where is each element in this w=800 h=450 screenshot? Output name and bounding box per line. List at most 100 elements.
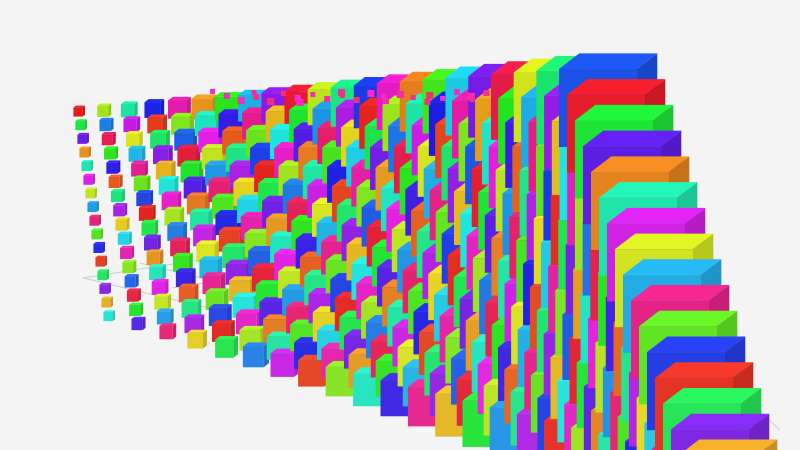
cube-front-face	[187, 332, 203, 349]
cube-top-face	[178, 283, 199, 287]
cube-side-face	[138, 288, 141, 302]
cube-marker-distant	[337, 89, 345, 96]
cube-top-face	[131, 316, 146, 320]
cube-top-face	[175, 268, 196, 272]
cube-side-face	[102, 241, 105, 253]
cube-marker	[141, 219, 159, 236]
cube-marker-distant	[210, 89, 215, 94]
cube-top-face	[126, 288, 141, 291]
cube-marker	[151, 278, 169, 295]
cube-front-face	[147, 117, 163, 134]
cube-front-face	[270, 353, 295, 377]
cube-side-face	[131, 245, 135, 260]
cube-top-face	[590, 156, 690, 172]
cube-top-face	[654, 362, 754, 378]
cube-side-face	[162, 114, 168, 134]
cube-top-face	[110, 188, 125, 192]
cube-side-face	[135, 274, 139, 288]
cube-front-face	[126, 133, 140, 147]
cube-side-face	[165, 278, 169, 295]
cube-front-face	[144, 237, 158, 251]
cube-top-face	[170, 237, 190, 241]
cube-top-face	[191, 94, 218, 99]
cube-marker	[161, 191, 182, 211]
cube-top-face	[222, 243, 249, 248]
cube-top-face	[126, 130, 143, 134]
cube-top-face	[85, 187, 97, 190]
cube-top-face	[177, 144, 201, 149]
cube-top-face	[153, 145, 173, 149]
cube-front-face	[91, 230, 101, 240]
cube-marker	[123, 116, 141, 133]
cube-front-face	[181, 302, 198, 318]
cube-side-face	[100, 228, 103, 240]
cube-marker-distant	[410, 95, 416, 100]
cube-marker	[181, 298, 202, 318]
cube-front-face	[215, 339, 234, 358]
cube-side-face	[180, 206, 185, 226]
cube-marker-distant	[353, 97, 360, 103]
cube-top-face	[144, 234, 161, 238]
cube-top-face	[181, 298, 202, 303]
cube-front-face	[101, 134, 113, 146]
cube-top-face	[93, 241, 105, 244]
cube-top-face	[242, 342, 270, 347]
cube-front-face	[138, 207, 153, 221]
cube-side-face	[104, 255, 107, 267]
cube-marker	[108, 174, 123, 188]
cube-marker	[101, 296, 113, 308]
cube-side-face	[171, 160, 176, 180]
cube-front-face	[117, 233, 129, 245]
cube-marker	[87, 201, 99, 213]
cube-front-face	[122, 262, 134, 274]
cube-side-face	[88, 146, 91, 158]
cube-top-face	[173, 252, 193, 256]
cube-marker-distant	[280, 91, 286, 96]
cube-top-face	[123, 116, 141, 119]
cube-front-face	[73, 107, 83, 117]
cube-marker	[215, 336, 238, 358]
cube-marker	[97, 269, 109, 281]
cube-side-face	[168, 145, 173, 165]
cube-top-face	[99, 117, 114, 120]
cube-top-face	[155, 160, 176, 164]
cube-top-face	[138, 204, 156, 208]
cube-front-face	[93, 243, 103, 253]
cube-top-face	[184, 314, 205, 318]
cube-side-face	[165, 129, 170, 149]
cube-front-face	[146, 251, 160, 266]
cube-side-face	[202, 329, 208, 349]
cube-marker	[113, 203, 128, 217]
cube-top-face	[146, 249, 164, 252]
cube-top-face	[638, 310, 738, 327]
cube-top-face	[614, 233, 714, 250]
cube-front-face	[150, 133, 166, 149]
cube-top-face	[101, 131, 116, 135]
cube-marker	[89, 214, 101, 226]
cube-top-face	[158, 176, 179, 180]
cube-top-face	[75, 119, 87, 122]
cube-top-face	[150, 129, 170, 134]
cube-top-face	[141, 219, 159, 223]
cube-marker	[153, 145, 173, 165]
cube-top-face	[129, 302, 144, 305]
cube-side-face	[139, 130, 143, 147]
cube-front-face	[242, 346, 264, 368]
cube-front-face	[108, 176, 120, 188]
cube-marker	[164, 206, 185, 226]
cube-top-face	[115, 217, 130, 220]
cube-marker-distant	[324, 96, 331, 102]
cube-marker	[97, 103, 112, 117]
cube-side-face	[147, 175, 151, 192]
cube-top-face	[104, 146, 119, 149]
cube-marker-distant	[453, 89, 460, 95]
cube-side-face	[94, 187, 97, 199]
cube-marker	[117, 231, 132, 245]
cube-top-face	[154, 293, 172, 297]
cube-marker-distant	[251, 90, 257, 95]
cube-side-face	[194, 283, 199, 303]
cube-side-face	[128, 231, 132, 245]
cube-front-face	[99, 119, 111, 132]
cube-marker	[75, 119, 87, 131]
